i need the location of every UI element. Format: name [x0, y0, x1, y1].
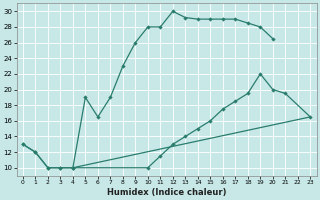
X-axis label: Humidex (Indice chaleur): Humidex (Indice chaleur): [107, 188, 226, 197]
